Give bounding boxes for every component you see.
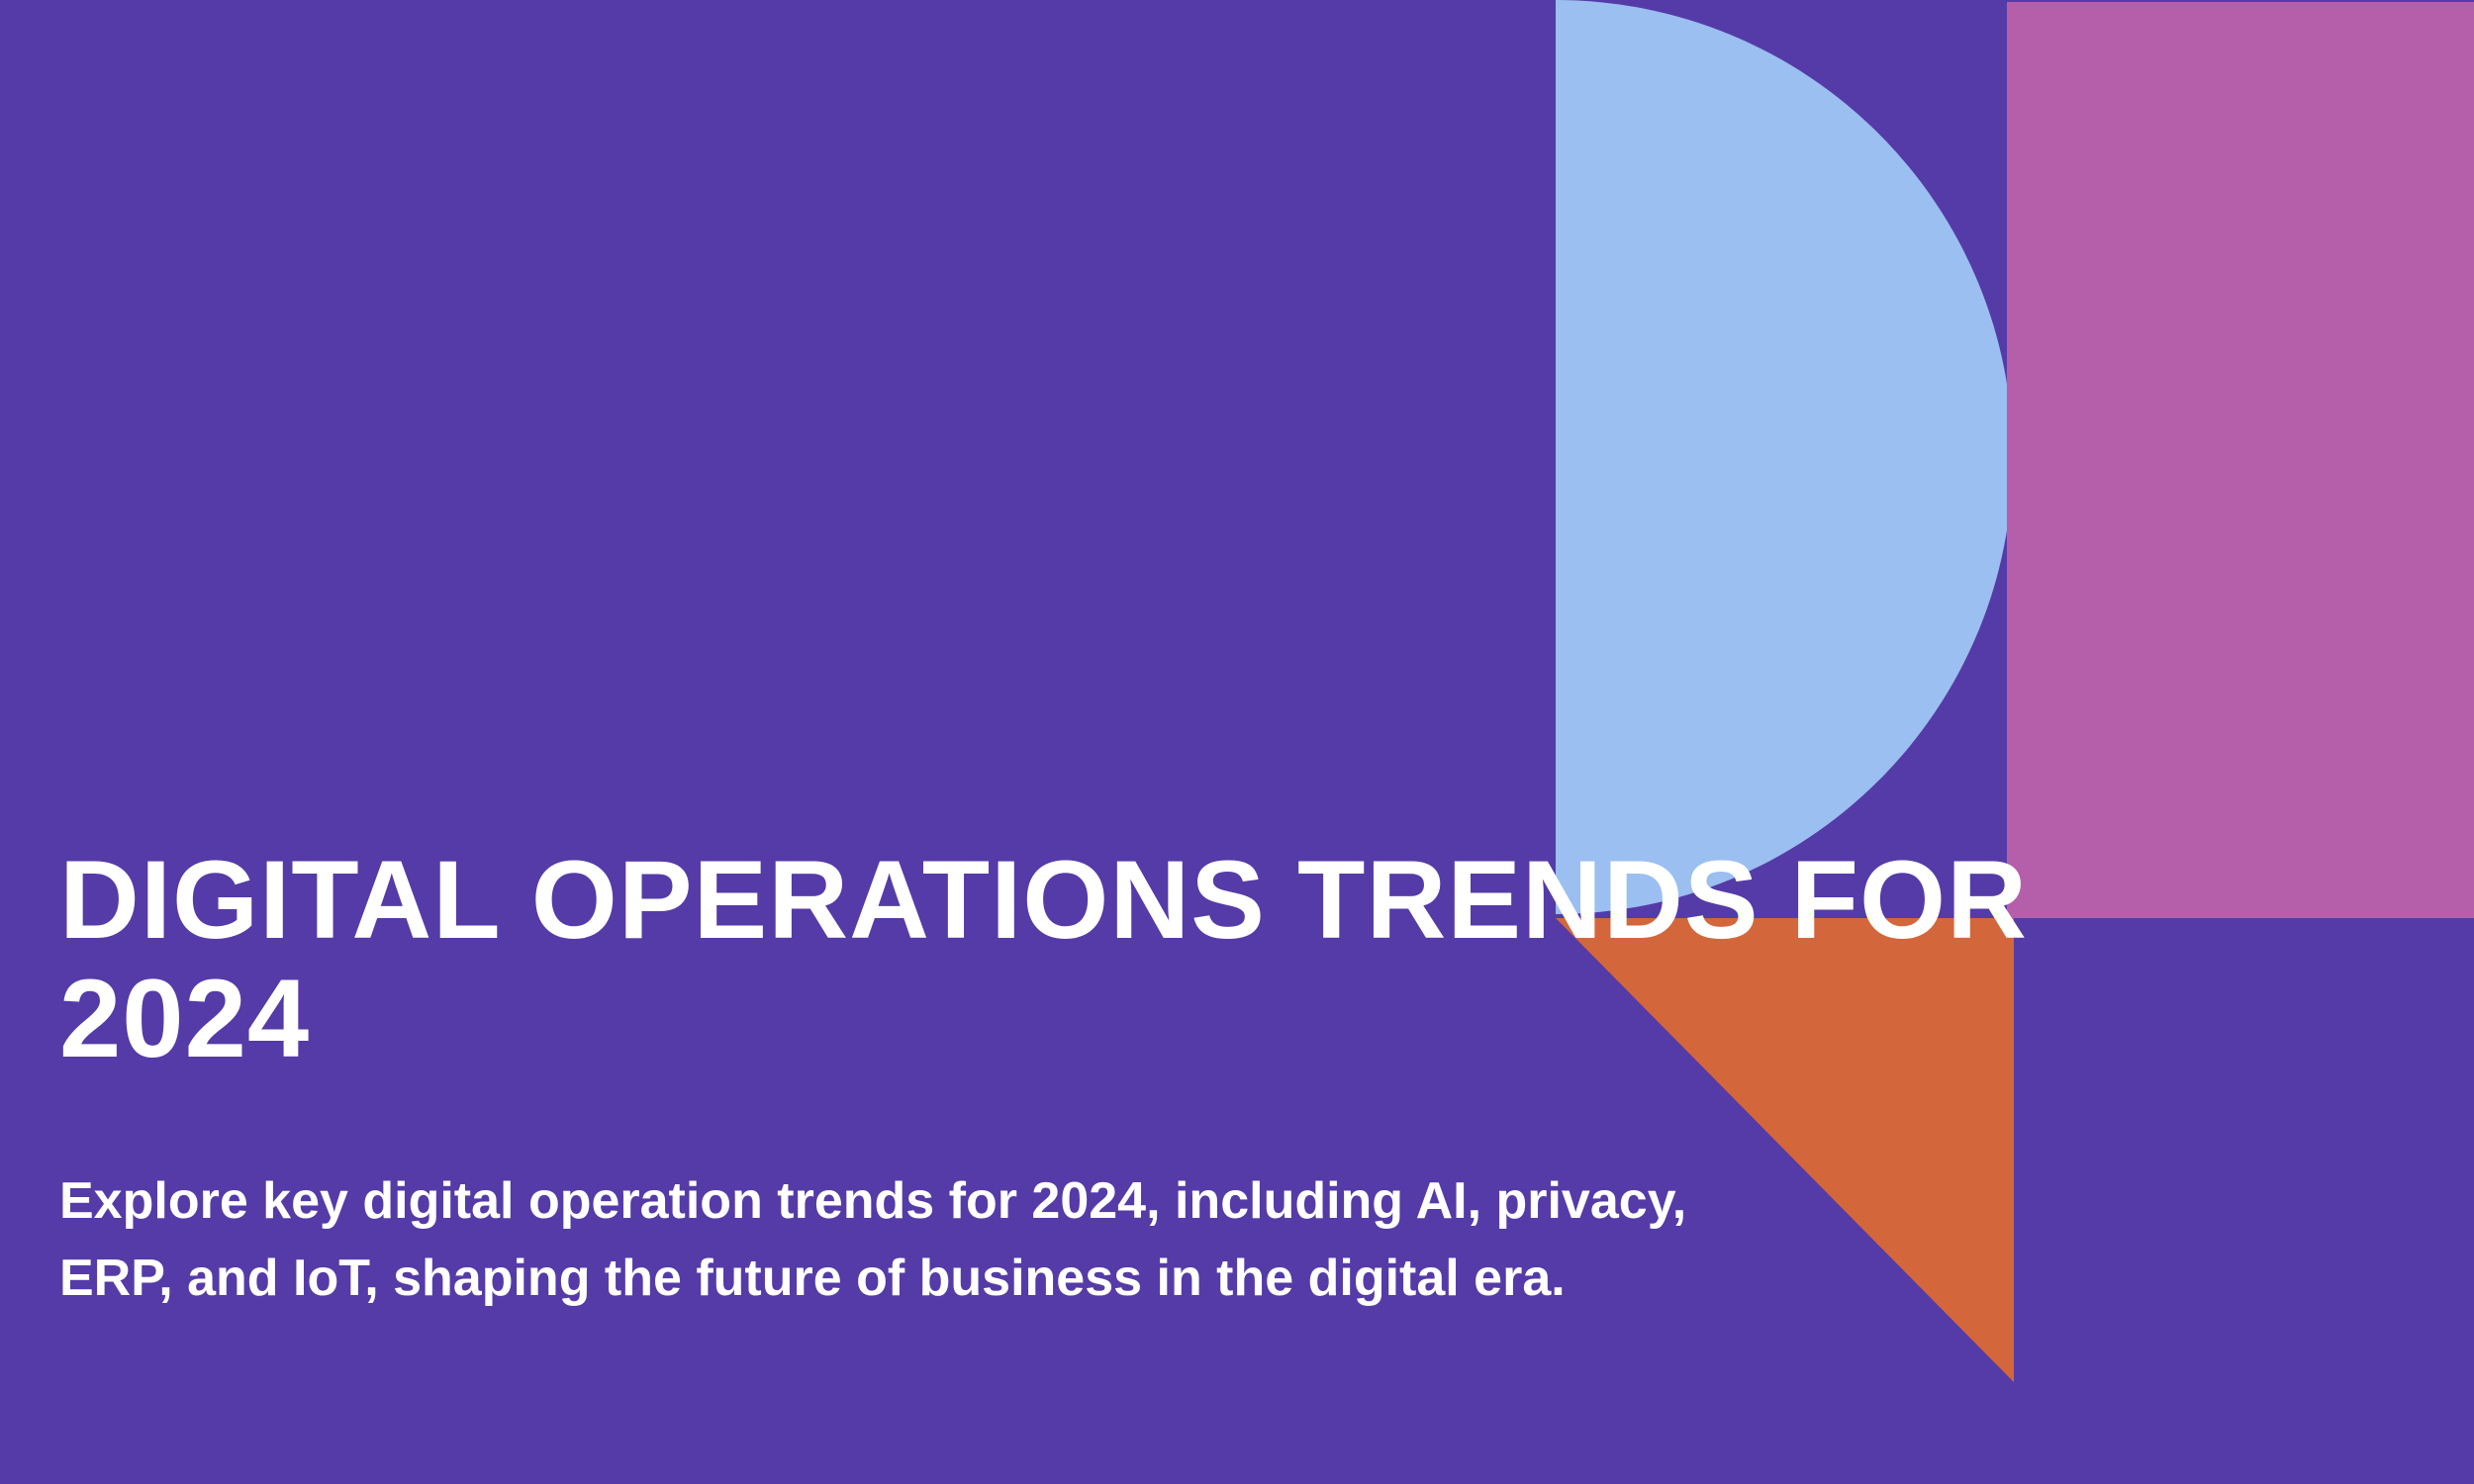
page-subtitle: Explore key digital operation trends for… (59, 1172, 1687, 1307)
orange-triangle-shape (1556, 918, 2014, 1382)
light-blue-half-circle-shape (1556, 0, 2013, 914)
page-title: DIGITAL OPERATIONS TRENDS FOR 2024 (59, 838, 2029, 1080)
magenta-rectangle-shape (2007, 2, 2474, 918)
